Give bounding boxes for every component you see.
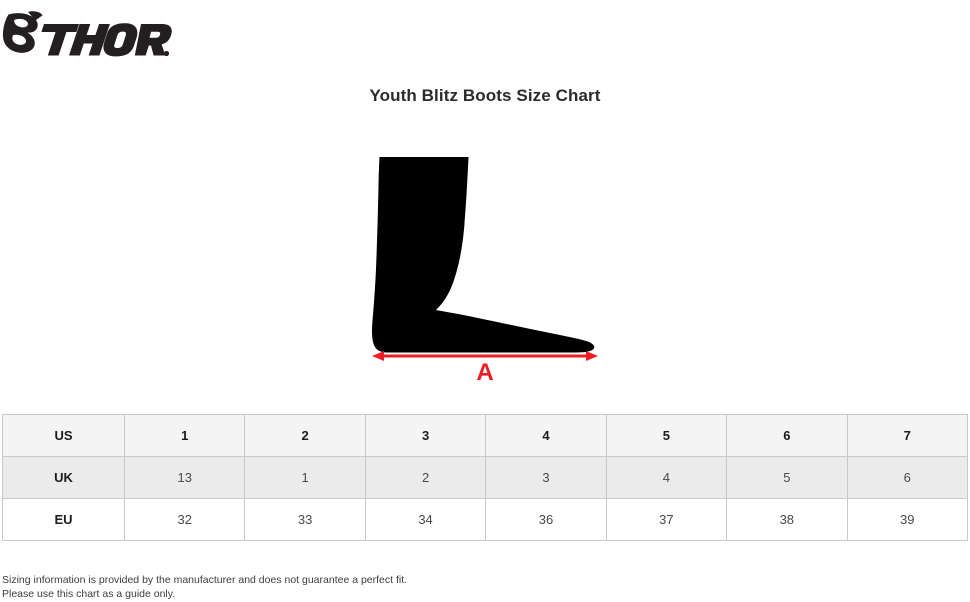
disclaimer-note: Sizing information is provided by the ma…	[2, 573, 407, 601]
cell-us-6: 6	[726, 414, 848, 457]
row-label-us: US	[2, 414, 125, 457]
cell-us-5: 5	[605, 414, 728, 457]
thor-logo-svg	[2, 11, 172, 57]
cell-eu-2: 33	[244, 498, 366, 541]
table-row-eu: EU 32 33 34 36 37 38 39	[2, 498, 969, 541]
foot-silhouette	[372, 157, 595, 353]
cell-uk-1: 13	[123, 456, 246, 499]
cell-us-3: 3	[364, 414, 487, 457]
cell-eu-5: 37	[605, 498, 728, 541]
disclaimer-line-1: Sizing information is provided by the ma…	[2, 574, 408, 586]
cell-eu-7: 39	[846, 498, 969, 541]
thor-helmet-icon	[2, 11, 43, 53]
cell-eu-3: 34	[364, 498, 487, 541]
arrow-head-right	[586, 351, 598, 361]
thor-wordmark	[41, 23, 172, 57]
arrow-head-left	[372, 351, 384, 361]
row-label-uk: UK	[2, 456, 125, 499]
registered-trademark-icon	[163, 50, 170, 57]
foot-diagram-svg: A	[372, 157, 598, 386]
cell-eu-4: 36	[485, 498, 607, 541]
cell-uk-7: 6	[846, 456, 969, 499]
cell-us-4: 4	[485, 414, 607, 457]
cell-us-7: 7	[846, 414, 969, 457]
cell-uk-5: 4	[605, 456, 728, 499]
page-title: Youth Blitz Boots Size Chart	[369, 86, 601, 105]
size-chart-table: US 1 2 3 4 5 6 7 UK 13 1 2 3 4 5 6 EU 32…	[2, 414, 969, 541]
cell-us-2: 2	[244, 414, 366, 457]
measurement-label: A	[476, 359, 493, 386]
cell-eu-1: 32	[123, 498, 246, 541]
cell-uk-2: 1	[244, 456, 366, 499]
cell-us-1: 1	[123, 414, 246, 457]
size-chart-body: US 1 2 3 4 5 6 7 UK 13 1 2 3 4 5 6 EU 32…	[2, 414, 969, 541]
cell-uk-6: 5	[726, 456, 848, 499]
measurement-arrow	[372, 351, 598, 361]
row-label-eu: EU	[2, 498, 125, 541]
disclaimer-line-2: Please use this chart as a guide only.	[2, 588, 176, 600]
brand-logo	[0, 8, 200, 64]
cell-eu-6: 38	[726, 498, 848, 541]
table-row-uk: UK 13 1 2 3 4 5 6	[2, 456, 969, 499]
cell-uk-3: 2	[364, 456, 487, 499]
foot-measurement-diagram: A	[350, 140, 620, 390]
table-row-us: US 1 2 3 4 5 6 7	[2, 414, 969, 457]
cell-uk-4: 3	[485, 456, 607, 499]
